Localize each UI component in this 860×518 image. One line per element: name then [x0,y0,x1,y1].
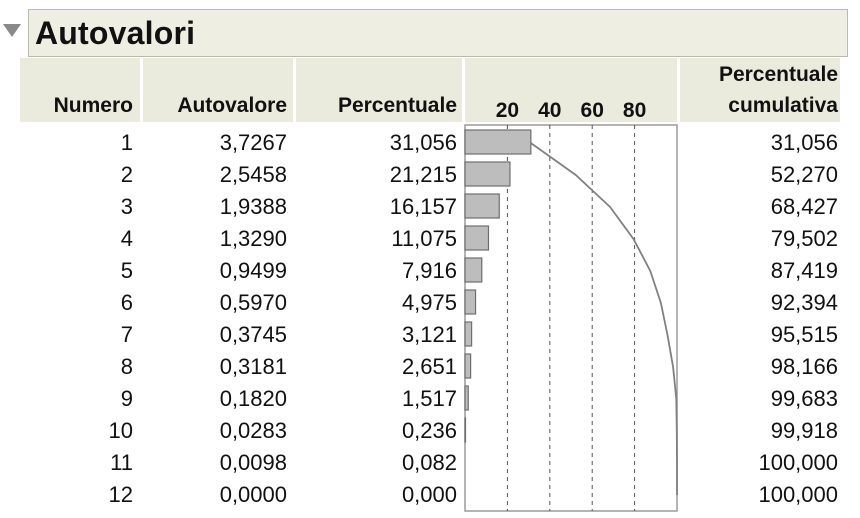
bar [464,353,472,379]
column-header-bg-autovalore [143,58,293,122]
cell-numero: 9 [120,386,133,411]
bar [464,417,467,443]
column-header-numero: Numero [53,94,133,117]
cell-autovalore: 0,5970 [219,290,287,315]
cell-numero: 1 [120,130,133,155]
tick-label: 20 [496,99,519,122]
cell-autovalore: 0,0283 [219,418,287,443]
cell-percentuale: 4,975 [401,290,457,315]
bar [464,385,469,411]
cell-cumulativa: 98,166 [770,354,838,379]
cell-percentuale: 3,121 [401,322,457,347]
cell-percentuale: 21,215 [389,162,457,187]
cell-numero: 11 [110,450,133,475]
cell-cumulativa: 52,270 [770,162,838,187]
cell-numero: 4 [120,226,133,251]
cell-percentuale: 31,056 [389,130,457,155]
report-title: Autovalori [35,15,196,51]
bar [464,225,490,251]
disclosure-triangle-icon[interactable] [3,24,21,37]
tick-label: 80 [623,99,646,122]
cell-cumulativa: 99,918 [770,418,838,443]
cell-numero: 8 [120,354,133,379]
bar [464,321,473,347]
chart-frame [464,124,678,512]
cell-cumulativa: 68,427 [770,194,838,219]
cell-autovalore: 1,9388 [219,194,287,219]
report-section-header: Autovalori [0,4,850,57]
cell-numero: 2 [120,162,133,187]
column-header-bg-percentuale [296,58,462,122]
cell-percentuale: 7,916 [401,258,457,283]
cell-autovalore: 0,1820 [219,386,287,411]
cell-numero: 7 [120,322,133,347]
cell-numero: 3 [120,194,133,219]
bar [464,193,500,219]
cell-autovalore: 0,9499 [219,258,287,283]
cell-numero: 5 [120,258,133,283]
cell-cumulativa: 31,056 [770,130,838,155]
cell-cumulativa: 79,502 [770,226,838,251]
cell-autovalore: 0,0098 [219,450,287,475]
report-title-box: Autovalori [28,9,848,57]
cell-cumulativa: 99,683 [770,386,838,411]
column-header-bg-cumulativa [680,58,840,122]
cell-cumulativa: 92,394 [770,290,838,315]
cell-numero: 12 [108,482,133,507]
cell-percentuale: 11,075 [391,226,457,251]
cell-autovalore: 1,3290 [219,226,287,251]
cell-autovalore: 3,7267 [219,130,287,155]
column-header-bg-chart [465,58,677,122]
cell-cumulativa: 100,000 [758,450,838,475]
cell-cumulativa: 95,515 [770,322,838,347]
cell-autovalore: 0,3181 [219,354,287,379]
cell-numero: 6 [120,290,133,315]
cell-autovalore: 2,5458 [219,162,287,187]
column-header-cumulativa-line2: cumulativa [728,94,838,117]
bar [464,161,511,187]
cumulative-curve [530,142,678,495]
cell-percentuale: 0,082 [401,450,457,475]
column-header-cumulativa-line1: Percentuale [718,63,838,86]
cell-percentuale: 0,000 [401,482,457,507]
cell-cumulativa: 87,419 [770,258,838,283]
column-header-percentuale: Percentuale [337,94,457,117]
cell-percentuale: 1,517 [401,386,457,411]
tick-label: 60 [581,99,604,122]
cell-percentuale: 0,236 [401,418,457,443]
tick-label: 40 [538,99,561,122]
cell-percentuale: 16,157 [389,194,457,219]
column-header-autovalore: Autovalore [177,94,287,117]
column-header-bg-numero [20,58,140,122]
bar [464,129,532,155]
cell-numero: 10 [108,418,133,443]
cell-autovalore: 0,0000 [219,482,287,507]
bar [464,289,477,315]
bar [464,257,483,283]
cell-autovalore: 0,3745 [219,322,287,347]
cell-cumulativa: 100,000 [758,482,838,507]
cell-percentuale: 2,651 [401,354,457,379]
